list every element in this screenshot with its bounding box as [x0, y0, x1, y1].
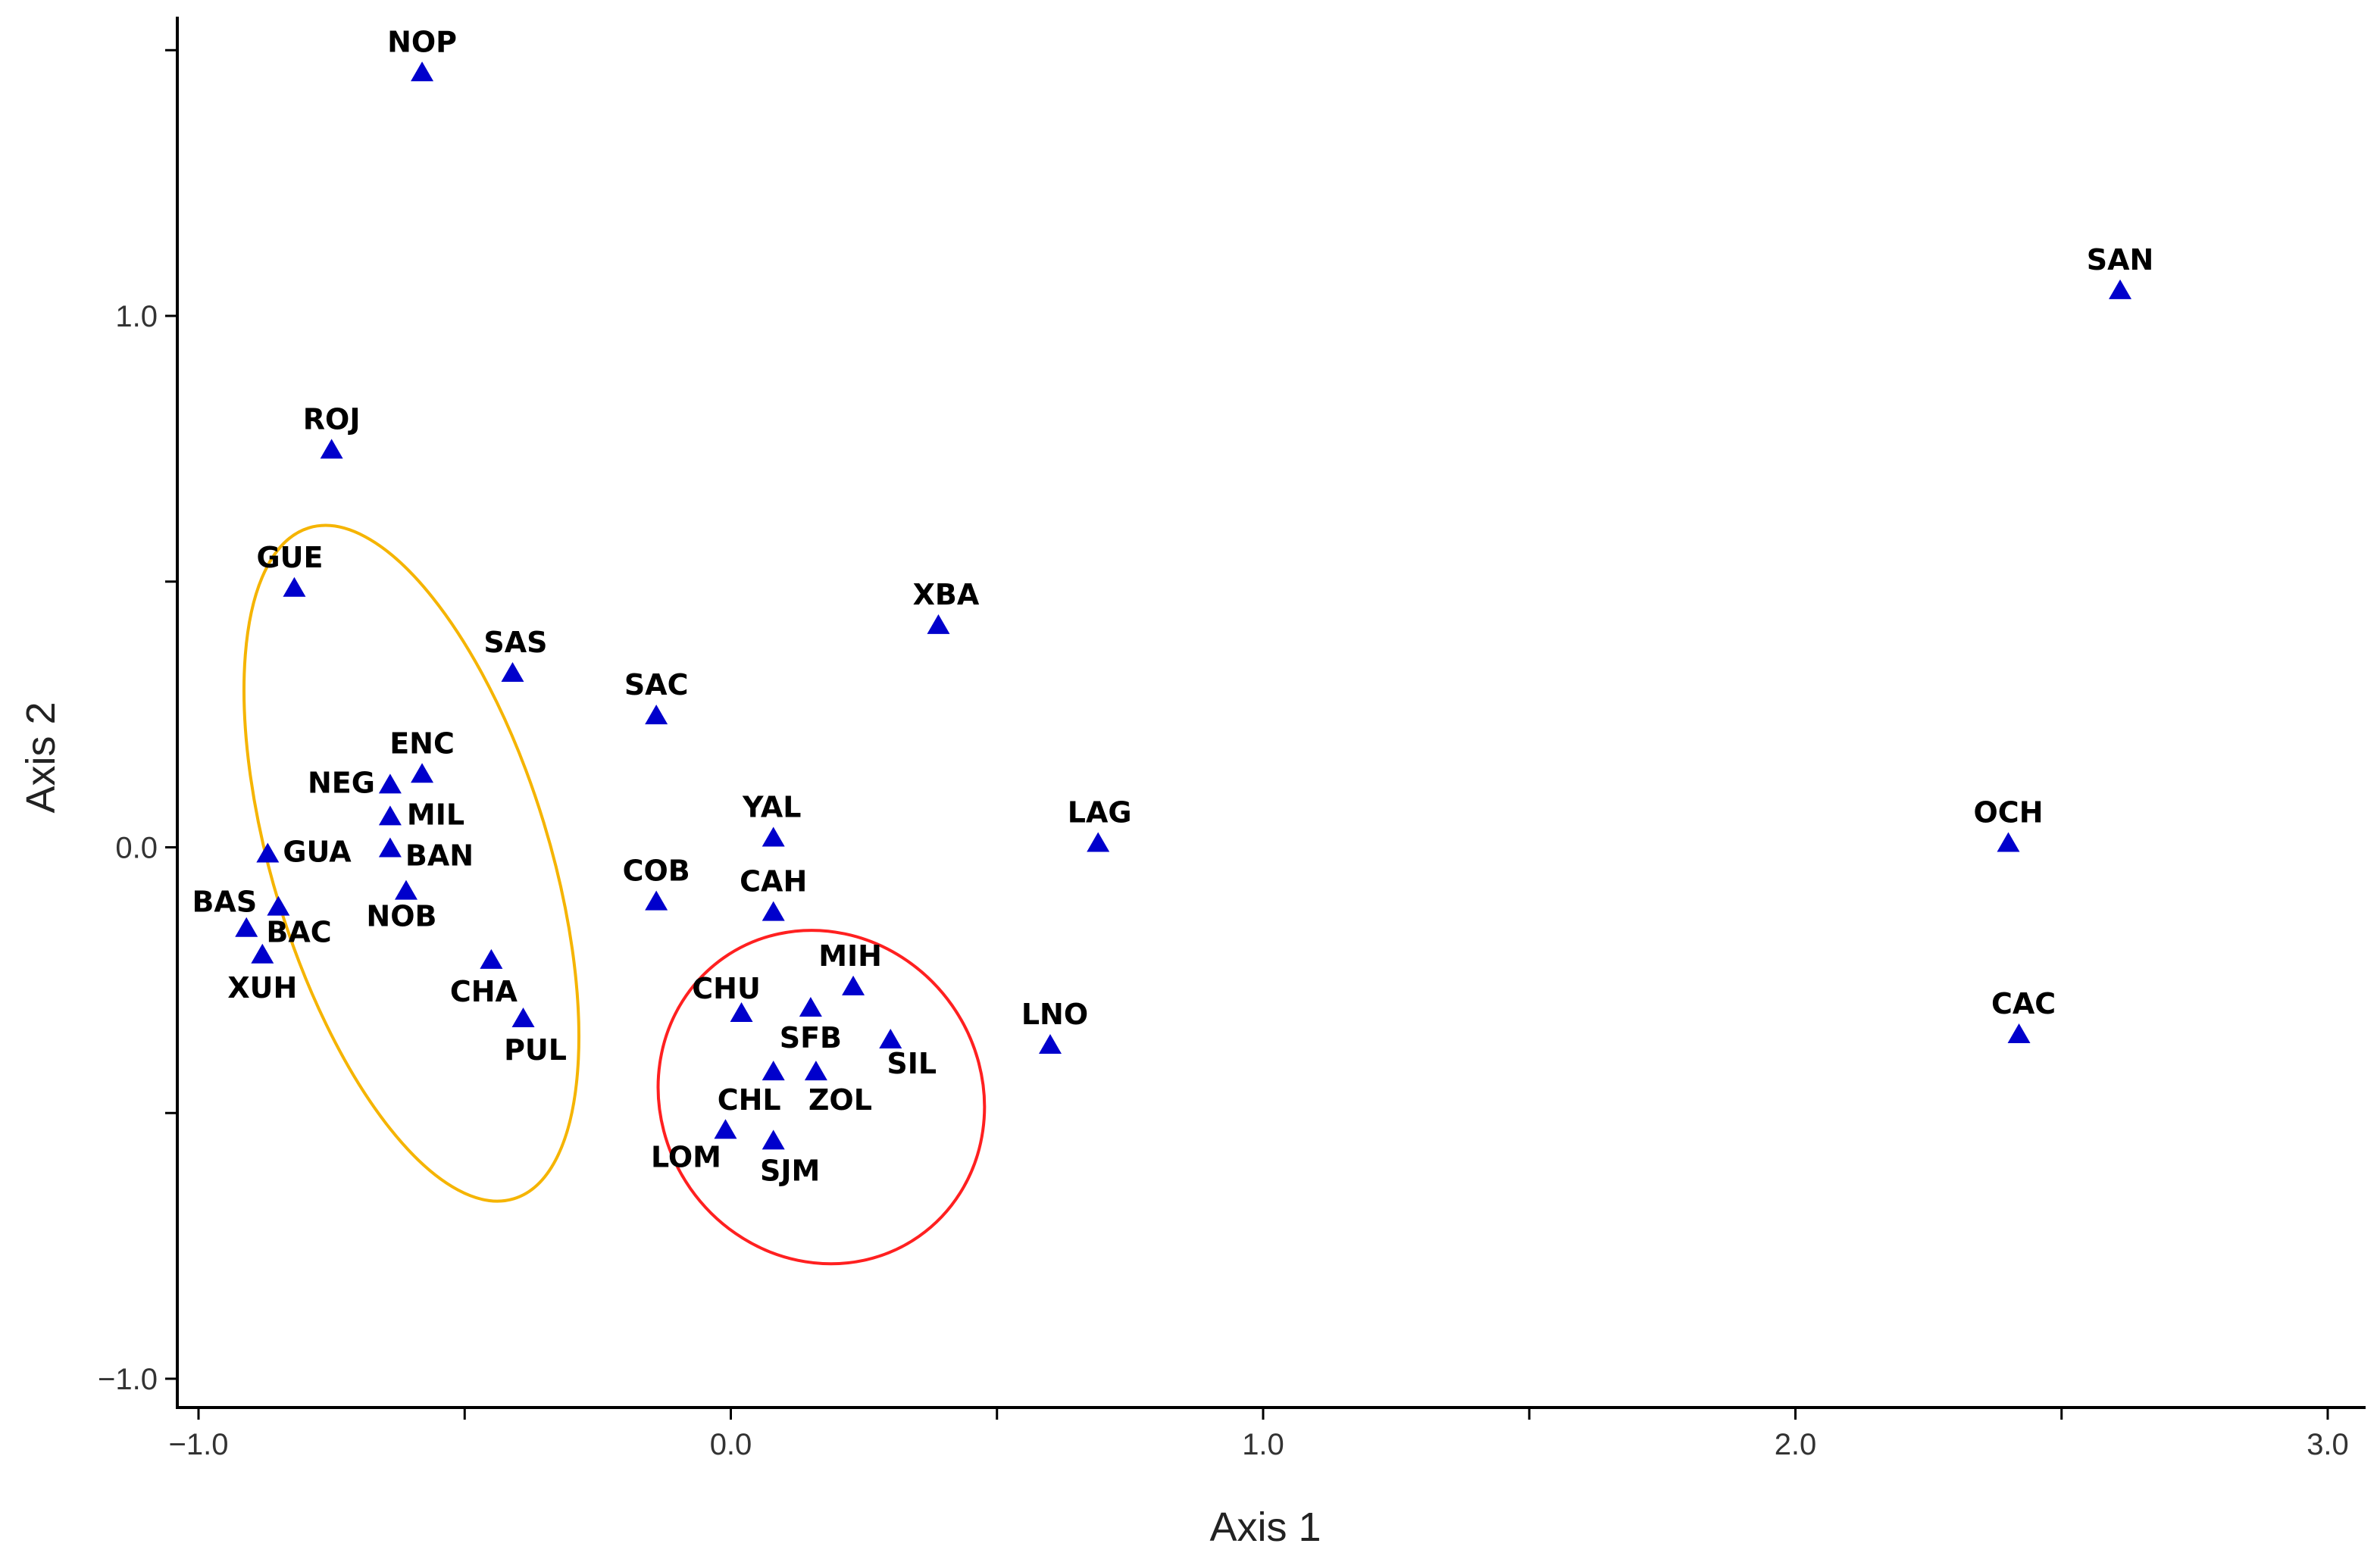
point-marker-xba — [927, 614, 950, 634]
point-marker-bas — [235, 917, 258, 937]
point-label-ban: BAN — [405, 839, 474, 873]
point-label-sas: SAS — [483, 626, 547, 659]
x-tick-label: 1.0 — [1242, 1428, 1284, 1461]
point-marker-bac — [267, 895, 290, 916]
point-marker-lno — [1039, 1034, 1062, 1055]
point-marker-cha — [480, 948, 503, 969]
axes — [176, 17, 2366, 1409]
point-marker-enc — [411, 763, 434, 783]
point-marker-sfb — [799, 996, 822, 1017]
point-marker-cob — [645, 890, 668, 911]
point-label-gua: GUA — [283, 836, 352, 869]
point-label-xba: XBA — [913, 578, 980, 611]
point-marker-roj — [320, 439, 343, 459]
point-label-chu: CHU — [692, 972, 761, 1005]
point-label-chl: CHL — [718, 1083, 781, 1117]
point-label-lag: LAG — [1068, 795, 1132, 829]
point-marker-sil — [879, 1029, 902, 1049]
data-points: NOP SAN ROJ GUE XBA SAS SAC ENC NEG MIL YAL LAG OCH G… — [192, 25, 2153, 1187]
ticks: −1.0 0.0 1.0 2.0 3.0 −1.0 0.0 1.0 — [98, 48, 2349, 1461]
point-label-och: OCH — [1974, 795, 2044, 829]
point-marker-xuh — [251, 943, 274, 964]
point-marker-pul — [511, 1007, 535, 1027]
point-label-san: SAN — [2087, 243, 2154, 277]
point-label-bas: BAS — [192, 886, 257, 919]
y-tick-label: 1.0 — [115, 300, 158, 333]
y-tick-label: −1.0 — [98, 1363, 158, 1396]
point-label-xuh: XUH — [227, 971, 297, 1005]
point-label-nob: NOB — [366, 900, 436, 933]
point-marker-nob — [394, 880, 418, 900]
point-label-nop: NOP — [387, 25, 457, 58]
y-axis-title: Axis 2 — [18, 701, 64, 813]
point-marker-chu — [730, 1001, 753, 1022]
point-label-mih: MIH — [818, 939, 882, 973]
point-label-cah: CAH — [740, 865, 807, 898]
point-label-enc: ENC — [389, 726, 455, 760]
point-label-cob: COB — [623, 855, 690, 888]
cluster-ellipses — [242, 523, 987, 1266]
point-marker-mil — [378, 805, 402, 826]
point-marker-sas — [501, 662, 524, 683]
point-label-cha: CHA — [450, 975, 518, 1008]
point-label-sac: SAC — [624, 668, 689, 701]
point-marker-mih — [842, 975, 865, 995]
y-tick-label: 0.0 — [115, 832, 158, 865]
point-label-mil: MIL — [407, 798, 464, 831]
point-marker-neg — [378, 773, 402, 794]
point-marker-sjm — [762, 1130, 785, 1150]
point-label-gue: GUE — [256, 541, 323, 574]
point-marker-cac — [2007, 1023, 2031, 1044]
point-label-sil: SIL — [887, 1047, 937, 1080]
point-label-neg: NEG — [308, 766, 375, 799]
point-marker-nop — [411, 61, 434, 82]
x-tick-label: 0.0 — [710, 1428, 752, 1461]
point-label-sjm: SJM — [760, 1154, 820, 1187]
point-marker-gue — [283, 576, 306, 597]
point-label-bac: BAC — [266, 916, 331, 949]
cluster-ellipse — [656, 929, 987, 1266]
point-marker-san — [2109, 279, 2132, 299]
x-tick-label: 2.0 — [1775, 1428, 1817, 1461]
point-label-lom: LOM — [651, 1140, 721, 1173]
x-tick-label: 3.0 — [2307, 1428, 2349, 1461]
point-label-pul: PUL — [504, 1033, 567, 1067]
point-label-zol: ZOL — [808, 1083, 872, 1117]
point-marker-gua — [256, 842, 280, 863]
point-marker-yal — [762, 826, 785, 847]
point-marker-ban — [378, 837, 402, 858]
point-marker-lag — [1087, 832, 1110, 852]
point-label-yal: YAL — [742, 790, 802, 823]
point-marker-lom — [714, 1119, 737, 1139]
point-marker-chl — [762, 1061, 785, 1081]
point-marker-sac — [645, 705, 668, 725]
point-label-sfb: SFB — [780, 1021, 842, 1055]
x-tick-label: −1.0 — [169, 1428, 229, 1461]
point-marker-och — [1997, 832, 2020, 852]
point-marker-cah — [762, 901, 785, 921]
point-label-lno: LNO — [1021, 998, 1088, 1031]
x-axis-title: Axis 1 — [1209, 1504, 1321, 1550]
point-label-roj: ROJ — [303, 402, 361, 436]
point-label-cac: CAC — [1991, 987, 2056, 1020]
point-marker-zol — [804, 1061, 827, 1081]
